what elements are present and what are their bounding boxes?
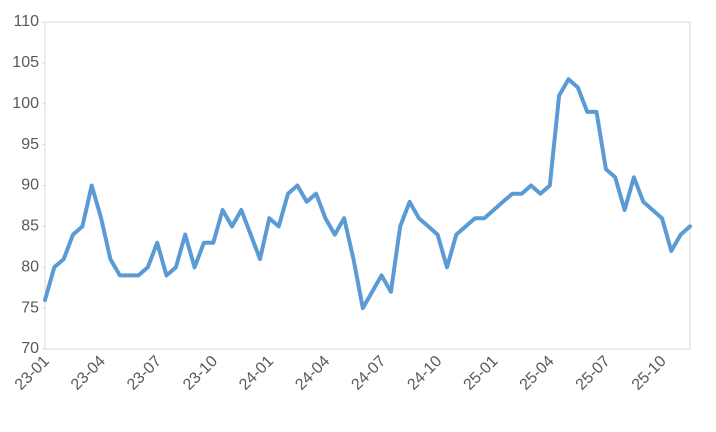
- y-tick-label: 75: [21, 299, 39, 316]
- y-tick-label: 90: [21, 177, 39, 194]
- y-tick-label: 95: [21, 136, 39, 153]
- y-tick-label: 100: [12, 95, 39, 112]
- y-tick-label: 105: [12, 54, 39, 71]
- x-tick-label: 24-10: [404, 353, 445, 394]
- x-tick-label: 24-01: [236, 353, 277, 394]
- x-tick-label: 25-01: [461, 353, 502, 394]
- x-tick-label: 23-01: [12, 353, 53, 394]
- x-tick-label: 24-04: [292, 353, 333, 394]
- y-tick-label: 110: [13, 13, 39, 30]
- y-tick-label: 70: [21, 340, 39, 357]
- x-tick-label: 23-04: [68, 353, 109, 394]
- x-tick-label: 25-04: [517, 353, 558, 394]
- x-tick-label: 23-10: [180, 353, 221, 394]
- x-tick-label: 25-07: [573, 353, 614, 394]
- x-tick-label: 25-10: [629, 353, 670, 394]
- data-line: [43, 77, 692, 311]
- x-tick-label: 23-07: [124, 353, 165, 394]
- x-tick-label: 24-07: [348, 353, 389, 394]
- y-tick-label: 85: [21, 218, 39, 235]
- y-tick-label: 80: [21, 258, 39, 275]
